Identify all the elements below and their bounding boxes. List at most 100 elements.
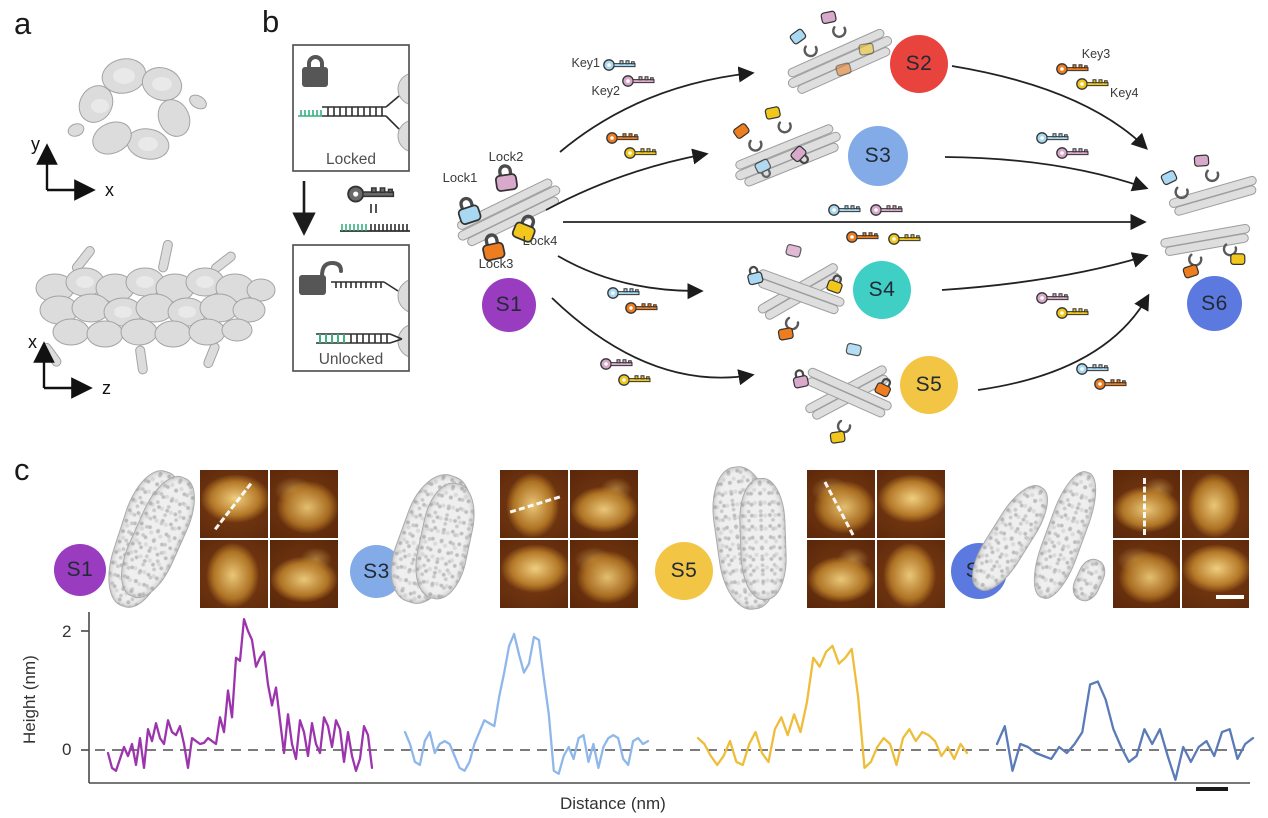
key1-icon [607, 287, 640, 299]
afm-image [807, 470, 875, 538]
locked-duplex-dna [298, 95, 400, 130]
afm-image [877, 470, 945, 538]
afm-grid-s3 [500, 470, 638, 608]
key4-label: Key4 [1110, 86, 1139, 100]
state-badge-s3: S3 [848, 126, 908, 186]
key1-icon [603, 59, 636, 71]
x-axis-label: x [28, 332, 37, 352]
afm-grid-s5 [807, 470, 945, 608]
afm-image [807, 540, 875, 608]
height-trace-S3 [403, 632, 650, 775]
afm-image [500, 470, 568, 538]
arrow-s3-s6 [944, 156, 1149, 192]
key3-icon [1056, 63, 1089, 75]
key4-icon [888, 233, 921, 245]
y-axis-label: y [31, 134, 40, 154]
equals-icon [370, 204, 377, 213]
key1-icon [1036, 132, 1069, 144]
origami-blob [397, 120, 408, 152]
state-badge-s6: S6 [1187, 276, 1242, 331]
afm-image [200, 540, 268, 608]
state-badge-s1-panelc: S1 [54, 544, 106, 596]
afm-image [1113, 470, 1180, 538]
toehold-green [298, 110, 322, 117]
key2-icon [622, 75, 655, 87]
afm-image [270, 540, 338, 608]
key3-icon [846, 231, 879, 243]
locked-box: Locked [292, 44, 410, 172]
arrow-s1-s5 [551, 297, 755, 386]
arrow-s1-s2 [559, 66, 755, 153]
key3-label: Key3 [1082, 47, 1111, 61]
distance-scale-bar [1196, 787, 1228, 791]
lock1-label: Lock1 [443, 170, 478, 185]
state-s2-structure [782, 10, 898, 98]
height-profile-chart [81, 612, 1255, 784]
trace-layer [106, 617, 1255, 781]
arrow-s4-s6 [941, 252, 1149, 291]
key3-icon [1094, 378, 1127, 390]
padlock-open-icon [299, 260, 343, 295]
lock2-closed [492, 162, 520, 194]
afm-image [877, 540, 945, 608]
origami-blob [397, 73, 408, 105]
axes-xz: x z [28, 332, 111, 399]
padlock-closed-icon [302, 55, 328, 87]
state-badge-s5: S5 [900, 356, 958, 414]
panel-b-diagram: Locked [292, 10, 1261, 444]
arrow-s1-s4 [557, 255, 704, 300]
axes-xy: y x [31, 134, 114, 201]
afm-image [1182, 470, 1249, 538]
unlocked-label: Unlocked [319, 351, 384, 368]
height-profile-line-s6 [1143, 478, 1146, 535]
key1-icon [1076, 363, 1109, 375]
key2-icon [600, 358, 633, 370]
arrow-s5-s6 [977, 293, 1150, 391]
afm-grid-s6 [1113, 470, 1249, 608]
state-badge-s4: S4 [853, 261, 911, 319]
key3-icon [625, 302, 658, 314]
panel-a-label: a [14, 6, 32, 41]
panel-c-label: c [14, 452, 30, 487]
afm-image [570, 540, 638, 608]
unlocked-duplex-dna [316, 333, 403, 344]
height-trace-S5 [696, 644, 969, 770]
arrow-s1-s3 [545, 148, 709, 211]
afm-image [1113, 540, 1180, 608]
key1-label: Key1 [572, 56, 601, 70]
panel-b-label: b [262, 4, 280, 39]
origami-blob [397, 279, 408, 313]
state-s4-structure [744, 243, 847, 341]
cryoem-side-view [35, 239, 276, 375]
state-badge-s5-panelc: S5 [655, 542, 713, 600]
toehold-green [319, 334, 345, 343]
lock2-label: Lock2 [489, 149, 524, 164]
x-axis-title: Distance (nm) [560, 794, 666, 813]
ring-structure [67, 58, 207, 160]
state-badge-s2: S2 [890, 35, 948, 93]
key3-icon [606, 132, 639, 144]
afm-grid-s1 [200, 470, 338, 608]
key4-icon [1056, 307, 1089, 319]
ytick-label-2: 2 [62, 622, 72, 641]
key2-label: Key2 [592, 84, 621, 98]
key4-icon [618, 374, 651, 386]
lock1-closed [453, 194, 484, 227]
afm-image [270, 470, 338, 538]
key2-icon [870, 204, 903, 216]
z-axis-label: z [102, 378, 111, 398]
model-s5-lobe [737, 477, 789, 601]
key-strand-dna [340, 224, 410, 232]
afm-image [570, 470, 638, 538]
origami-blob [397, 324, 408, 358]
key-icon-generic [347, 185, 395, 203]
x-axis-label: x [105, 180, 114, 200]
state-badge-s1: S1 [482, 278, 536, 332]
state-s5-structure [790, 342, 896, 444]
state-s3-structure [730, 105, 846, 190]
toehold-green [341, 224, 367, 231]
afm-image [200, 470, 268, 538]
rod-structure [35, 239, 276, 375]
afm-scale-bar [1216, 595, 1244, 599]
